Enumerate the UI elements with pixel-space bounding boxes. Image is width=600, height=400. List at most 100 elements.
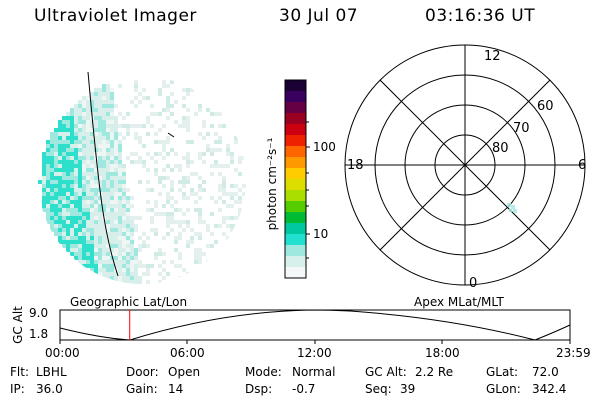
emission-pixel	[90, 260, 94, 264]
emission-pixel	[186, 220, 190, 224]
emission-pixel	[94, 188, 98, 192]
emission-pixel	[146, 264, 150, 268]
emission-pixel	[158, 140, 162, 144]
emission-pixel	[38, 180, 42, 184]
emission-pixel	[66, 236, 70, 240]
emission-pixel	[162, 84, 166, 88]
emission-pixel	[218, 188, 222, 192]
emission-pixel	[86, 164, 90, 168]
emission-pixel	[114, 128, 118, 132]
gcalt-label: GC Alt:	[365, 365, 407, 379]
emission-pixel	[58, 216, 62, 220]
emission-pixel	[94, 244, 98, 248]
emission-pixel	[166, 104, 170, 108]
emission-pixel	[82, 208, 86, 212]
emission-pixel	[138, 236, 142, 240]
mlt-label-12: 12	[484, 49, 501, 64]
emission-pixel	[70, 252, 74, 256]
emission-pixel	[54, 224, 58, 228]
emission-pixel	[106, 216, 110, 220]
emission-pixel	[102, 244, 106, 248]
emission-pixel	[70, 160, 74, 164]
emission-pixel	[118, 280, 122, 284]
emission-pixel	[102, 144, 106, 148]
emission-pixel	[42, 176, 46, 180]
emission-pixel	[62, 208, 66, 212]
emission-pixel	[110, 236, 114, 240]
emission-pixel	[166, 272, 170, 276]
emission-pixel	[118, 164, 122, 168]
emission-pixel	[70, 220, 74, 224]
emission-pixel	[210, 152, 214, 156]
emission-pixel	[86, 180, 90, 184]
emission-pixel	[214, 164, 218, 168]
emission-pixel	[74, 252, 78, 256]
emission-pixel	[46, 180, 50, 184]
lat-label-80: 80	[492, 141, 509, 156]
emission-pixel	[118, 216, 122, 220]
emission-pixel	[234, 216, 238, 220]
emission-pixel	[74, 208, 78, 212]
emission-pixel	[90, 252, 94, 256]
emission-pixel	[82, 112, 86, 116]
emission-pixel	[170, 196, 174, 200]
emission-pixel	[198, 248, 202, 252]
emission-pixel	[66, 192, 70, 196]
emission-pixel	[102, 108, 106, 112]
emission-pixel	[106, 140, 110, 144]
emission-pixel	[94, 228, 98, 232]
emission-pixel	[62, 140, 66, 144]
emission-pixel	[234, 168, 238, 172]
emission-pixel	[178, 164, 182, 168]
emission-pixel	[230, 160, 234, 164]
emission-pixel	[86, 124, 90, 128]
emission-pixel	[122, 116, 126, 120]
emission-pixel	[58, 224, 62, 228]
emission-pixel	[50, 204, 54, 208]
emission-pixel	[90, 156, 94, 160]
emission-pixel	[122, 244, 126, 248]
emission-pixel	[186, 88, 190, 92]
emission-pixel	[206, 108, 210, 112]
emission-pixel	[142, 240, 146, 244]
emission-pixel	[82, 128, 86, 132]
emission-pixel	[78, 248, 82, 252]
emission-pixel	[54, 232, 58, 236]
emission-pixel	[118, 220, 122, 224]
emission-pixel	[154, 200, 158, 204]
emission-pixel	[78, 120, 82, 124]
emission-pixel	[62, 196, 66, 200]
emission-pixel	[130, 280, 134, 284]
emission-pixel	[158, 176, 162, 180]
emission-pixel	[66, 144, 70, 148]
emission-pixel	[166, 136, 170, 140]
emission-pixel	[110, 108, 114, 112]
emission-pixel	[122, 228, 126, 232]
emission-pixel	[102, 180, 106, 184]
emission-pixel	[46, 220, 50, 224]
emission-pixel	[102, 276, 106, 280]
emission-pixel	[62, 136, 66, 140]
emission-pixel	[78, 100, 82, 104]
emission-pixel	[106, 208, 110, 212]
emission-pixel	[66, 132, 70, 136]
emission-pixel	[154, 204, 158, 208]
emission-pixel	[126, 244, 130, 248]
emission-pixel	[154, 212, 158, 216]
emission-pixel	[130, 204, 134, 208]
emission-pixel	[98, 116, 102, 120]
emission-pixel	[214, 200, 218, 204]
emission-pixel	[126, 280, 130, 284]
emission-pixel	[54, 140, 58, 144]
emission-pixel	[90, 144, 94, 148]
emission-pixel	[82, 144, 86, 148]
emission-pixel	[98, 272, 102, 276]
emission-pixel	[82, 232, 86, 236]
emission-pixel	[158, 212, 162, 216]
emission-pixel	[186, 176, 190, 180]
emission-pixel	[54, 176, 58, 180]
emission-pixel	[106, 236, 110, 240]
emission-pixel	[158, 92, 162, 96]
emission-pixel	[194, 208, 198, 212]
emission-pixel	[202, 152, 206, 156]
